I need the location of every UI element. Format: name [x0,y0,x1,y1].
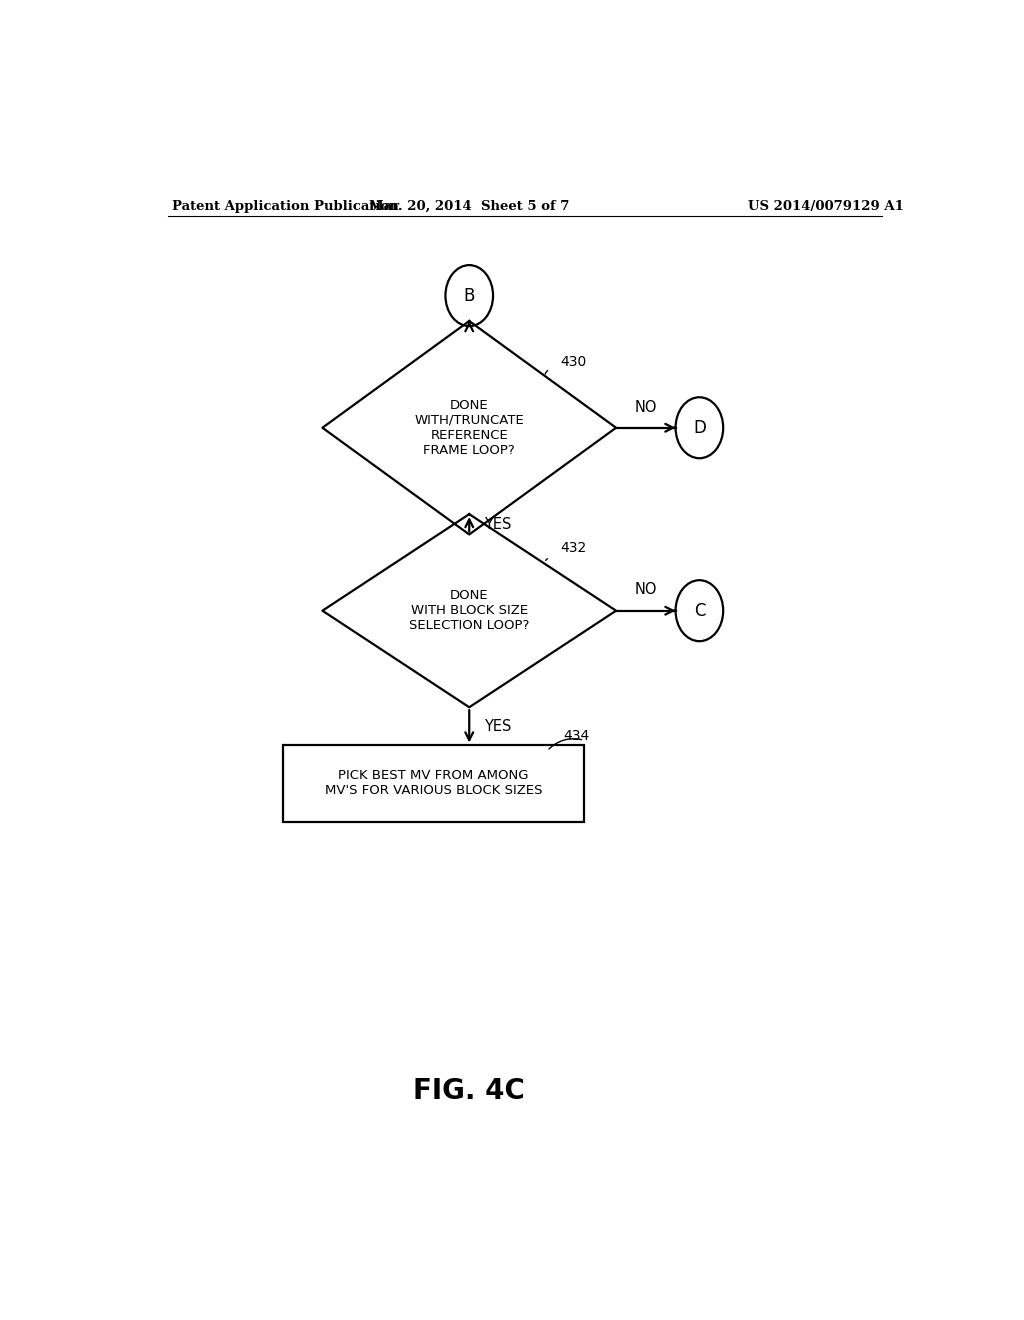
Text: NO: NO [635,400,657,414]
Text: FIG. 4C: FIG. 4C [414,1077,525,1105]
Text: 434: 434 [563,729,589,743]
Text: Mar. 20, 2014  Sheet 5 of 7: Mar. 20, 2014 Sheet 5 of 7 [369,199,569,213]
Bar [283,746,585,821]
Text: Patent Application Publication: Patent Application Publication [172,199,398,213]
Text: C: C [693,602,706,619]
Text: PICK BEST MV FROM AMONG
MV'S FOR VARIOUS BLOCK SIZES: PICK BEST MV FROM AMONG MV'S FOR VARIOUS… [325,770,543,797]
Text: D: D [693,418,706,437]
Text: B: B [464,286,475,305]
Text: YES: YES [483,719,511,734]
Text: DONE
WITH BLOCK SIZE
SELECTION LOOP?: DONE WITH BLOCK SIZE SELECTION LOOP? [409,589,529,632]
Text: 430: 430 [560,355,587,368]
Text: YES: YES [483,517,511,532]
Text: NO: NO [635,582,657,598]
Text: US 2014/0079129 A1: US 2014/0079129 A1 [749,199,904,213]
Text: DONE
WITH/TRUNCATE
REFERENCE
FRAME LOOP?: DONE WITH/TRUNCATE REFERENCE FRAME LOOP? [415,399,524,457]
Text: 432: 432 [560,541,587,554]
